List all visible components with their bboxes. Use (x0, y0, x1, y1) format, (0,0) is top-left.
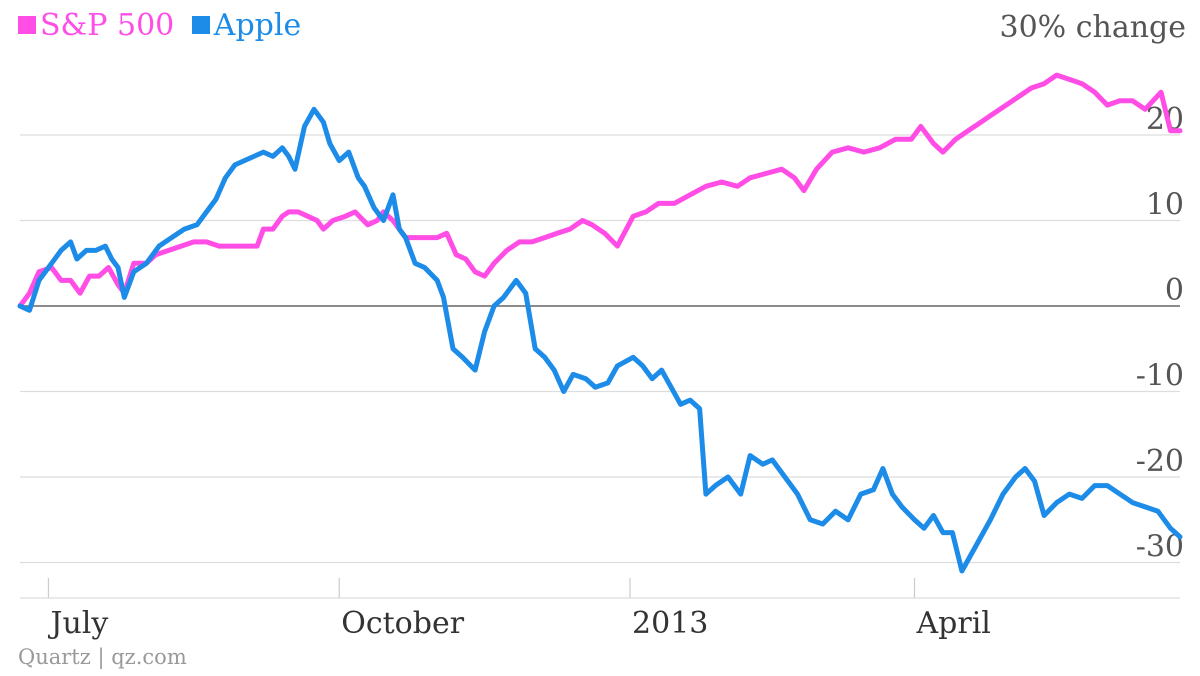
legend-item-sp500: S&P 500 (18, 6, 174, 46)
source-credit: Quartz | qz.com (18, 645, 187, 669)
x-tick-label: 2013 (632, 606, 708, 641)
x-tick-label: October (341, 606, 464, 641)
legend-item-apple: Apple (191, 6, 302, 46)
series-line-s-p-500 (17, 72, 1183, 309)
legend-swatch-sp500 (18, 16, 36, 34)
legend-swatch-apple (191, 16, 210, 34)
y-axis-label: 30% change (999, 10, 1186, 45)
legend: S&P 500 Apple (18, 6, 309, 46)
x-tick-label: April (915, 606, 990, 641)
series-line-apple (17, 106, 1183, 574)
x-axis: July October 2013 April (20, 578, 1180, 641)
gridlines (20, 134, 1180, 564)
legend-label-sp500: S&P 500 (40, 8, 175, 43)
legend-label-apple: Apple (213, 8, 302, 43)
series-lines (17, 72, 1183, 574)
y-tick-label: -10 (1136, 359, 1184, 394)
y-tick-label: 0 (1165, 273, 1184, 308)
y-tick-label: -20 (1136, 444, 1184, 479)
x-tick-label: July (47, 606, 108, 641)
y-tick-label: 10 (1146, 188, 1184, 223)
